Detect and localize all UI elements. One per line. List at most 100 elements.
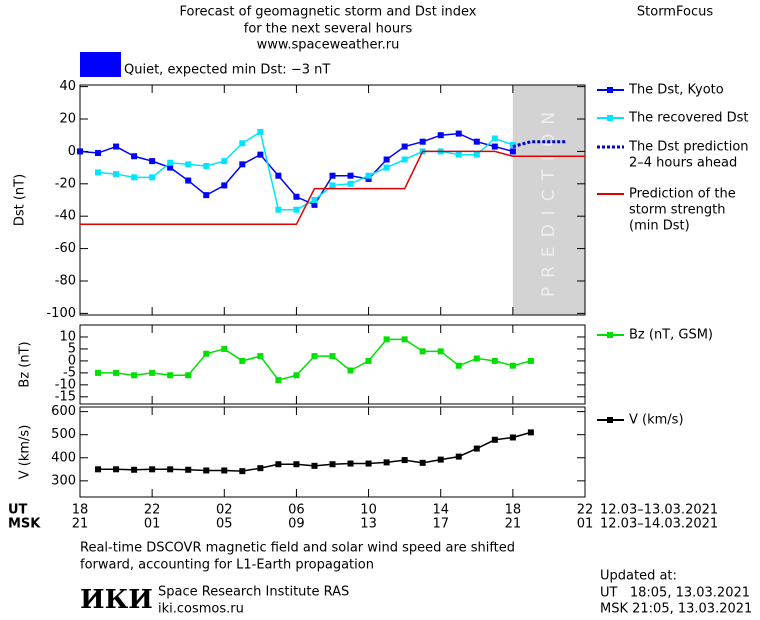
title-line: Forecast of geomagnetic storm and Dst in… bbox=[179, 5, 476, 20]
data-point bbox=[437, 348, 444, 355]
series-line bbox=[512, 140, 567, 148]
data-point bbox=[329, 182, 336, 189]
msk-tick-label: 01 bbox=[144, 517, 161, 532]
data-point bbox=[113, 143, 120, 150]
msk-tick-label: 01 bbox=[577, 517, 594, 532]
data-point bbox=[257, 465, 264, 472]
data-point bbox=[365, 172, 372, 179]
updated-label: Updated at: bbox=[600, 569, 677, 584]
legend-label: Bz (nT, GSM) bbox=[629, 328, 713, 343]
ut-tick-label: 02 bbox=[216, 503, 233, 518]
data-point bbox=[455, 362, 462, 369]
data-point bbox=[365, 357, 372, 364]
y-tick-label: 400 bbox=[51, 450, 76, 465]
data-point bbox=[95, 369, 102, 376]
data-point bbox=[311, 201, 318, 208]
data-point bbox=[383, 164, 390, 171]
data-point bbox=[113, 466, 120, 473]
data-point bbox=[167, 466, 174, 473]
msk-tick-label: 13 bbox=[360, 517, 377, 532]
y-tick-label: 500 bbox=[51, 427, 76, 442]
msk-tick-label: 17 bbox=[432, 517, 449, 532]
legend-marker bbox=[607, 417, 613, 423]
data-point bbox=[185, 466, 192, 473]
data-point bbox=[239, 468, 246, 475]
ut-tick-label: 18 bbox=[505, 503, 522, 518]
y-tick-label: -20 bbox=[55, 176, 76, 191]
y-tick-label: -100 bbox=[46, 306, 76, 321]
data-point bbox=[149, 466, 156, 473]
ut-tick-label: 22 bbox=[144, 503, 161, 518]
data-point bbox=[167, 159, 174, 166]
data-point bbox=[239, 161, 246, 168]
data-point bbox=[131, 174, 138, 181]
data-point bbox=[401, 143, 408, 150]
data-point bbox=[401, 336, 408, 343]
data-point bbox=[347, 367, 354, 374]
legend-label: Prediction of the bbox=[629, 187, 736, 202]
data-point bbox=[221, 345, 228, 352]
y-tick-label: 300 bbox=[51, 473, 76, 488]
institute: Space Research Institute RAS bbox=[158, 585, 349, 600]
updated-msk: MSK 21:05, 13.03.2021 bbox=[600, 602, 752, 617]
data-point bbox=[311, 197, 318, 203]
legend-label: The Dst, Kyoto bbox=[628, 83, 724, 98]
data-point bbox=[221, 182, 228, 189]
data-point bbox=[329, 461, 336, 468]
data-point bbox=[149, 158, 156, 165]
data-point bbox=[473, 138, 480, 145]
data-point bbox=[491, 135, 498, 142]
legend-label: V (km/s) bbox=[629, 413, 684, 428]
data-point bbox=[185, 161, 192, 168]
data-point bbox=[293, 372, 300, 379]
y-tick-label: 20 bbox=[59, 112, 76, 127]
ut-range: 12.03–13.03.2021 bbox=[600, 503, 718, 518]
data-point bbox=[383, 336, 390, 343]
data-point bbox=[383, 156, 390, 163]
status-swatch bbox=[80, 52, 121, 77]
data-point bbox=[509, 141, 516, 148]
data-point bbox=[347, 172, 354, 179]
legend-label: 2–4 hours ahead bbox=[629, 156, 737, 171]
y-tick-label: -60 bbox=[55, 241, 76, 256]
y-tick-label: 600 bbox=[51, 404, 76, 419]
updated-ut: UT 18:05, 13.03.2021 bbox=[600, 586, 750, 601]
y-tick-label: 40 bbox=[59, 79, 76, 94]
msk-label: MSK bbox=[8, 517, 41, 532]
title-line: www.spaceweather.ru bbox=[257, 38, 400, 53]
ut-tick-label: 18 bbox=[72, 503, 89, 518]
data-point bbox=[149, 174, 156, 181]
data-point bbox=[437, 132, 444, 139]
data-point bbox=[275, 461, 282, 468]
title-line: for the next several hours bbox=[244, 22, 413, 37]
data-point bbox=[491, 143, 498, 150]
data-point bbox=[275, 172, 282, 179]
msk-range: 12.03–14.03.2021 bbox=[600, 517, 718, 532]
data-point bbox=[95, 150, 102, 157]
data-point bbox=[455, 453, 462, 460]
y-tick-label: -80 bbox=[55, 273, 76, 288]
data-point bbox=[491, 357, 498, 364]
note: Real-time DSCOVR magnetic field and sola… bbox=[80, 541, 515, 556]
ut-tick-label: 06 bbox=[288, 503, 305, 518]
data-point bbox=[257, 128, 264, 135]
data-point bbox=[419, 348, 426, 355]
legend-label: The recovered Dst bbox=[628, 111, 748, 126]
legend-label: storm strength bbox=[629, 203, 726, 218]
legend-marker bbox=[607, 115, 613, 121]
data-point bbox=[347, 460, 354, 467]
data-point bbox=[401, 457, 408, 464]
data-point bbox=[149, 369, 156, 376]
y-axis-label: Bz (nT) bbox=[18, 341, 33, 387]
data-point bbox=[311, 353, 318, 360]
logo: ИКИ bbox=[80, 585, 153, 615]
y-tick-label: -10 bbox=[55, 377, 76, 392]
data-point bbox=[293, 193, 300, 200]
msk-tick-label: 05 bbox=[216, 517, 233, 532]
data-point bbox=[437, 456, 444, 463]
data-point bbox=[509, 362, 516, 369]
series-line bbox=[80, 150, 585, 226]
series-line bbox=[97, 130, 514, 211]
note: forward, accounting for L1-Earth propaga… bbox=[80, 558, 374, 573]
data-point bbox=[527, 357, 534, 364]
